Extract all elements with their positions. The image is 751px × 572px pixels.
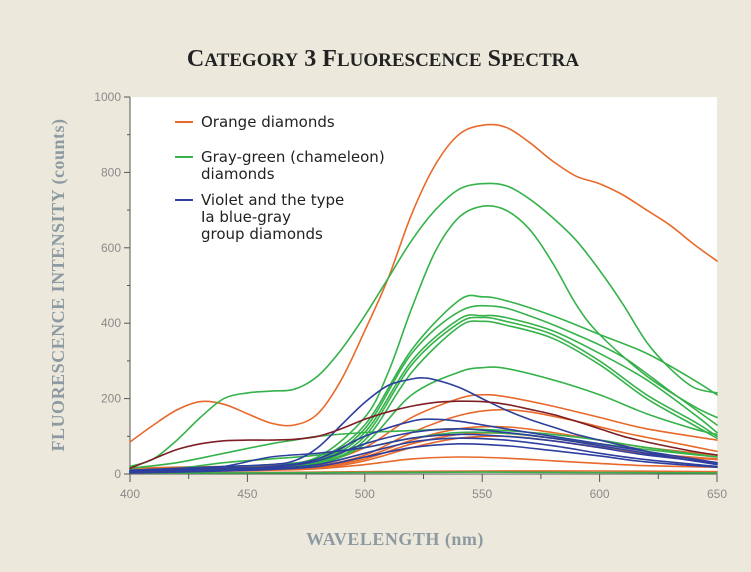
y-tick-label: 200	[101, 392, 121, 406]
chart-title: CATEGORY 3 FLUORESCENCE SPECTRA	[187, 46, 579, 72]
x-tick-label: 550	[472, 487, 492, 501]
series-line-green-8	[129, 182, 718, 468]
series-line-orange-0	[129, 123, 718, 443]
x-tick-label: 400	[120, 487, 140, 501]
legend-label: Violet and the type	[201, 191, 344, 209]
x-tick-label: 450	[237, 487, 257, 501]
legend-label: group diamonds	[201, 225, 323, 243]
x-tick-label: 500	[355, 487, 375, 501]
y-tick-label: 0	[114, 467, 121, 481]
legend-label: Gray-green (chameleon)	[201, 148, 385, 166]
x-tick-label: 650	[707, 487, 727, 501]
series-line-green-18	[129, 471, 718, 474]
legend-label: Orange diamonds	[201, 113, 335, 131]
y-tick-label: 800	[101, 165, 121, 179]
legend: Orange diamonds Gray-green (chameleon)dia…	[175, 113, 385, 243]
legend-label: diamonds	[201, 165, 275, 183]
y-axis-title: FLUORESCENCE INTENSITY (counts)	[48, 119, 69, 452]
series-line-violet-24	[129, 442, 718, 474]
series-line-violet-22	[129, 433, 718, 473]
y-tick-label: 400	[101, 316, 121, 330]
series-group	[129, 123, 718, 474]
series-line-violet-19	[129, 377, 718, 471]
y-tick-label: 600	[101, 241, 121, 255]
y-tick-label: 1000	[94, 90, 121, 104]
legend-label: Ia blue-gray	[201, 208, 291, 226]
axes: 0 200 400 600 800 1000 400 450 500 550 600 650	[94, 90, 727, 501]
x-tick-label: 600	[590, 487, 610, 501]
x-axis-title: WAVELENGTH (nm)	[306, 529, 484, 550]
series-line-maroon-25	[129, 400, 718, 470]
series-line-violet-21	[129, 428, 718, 473]
